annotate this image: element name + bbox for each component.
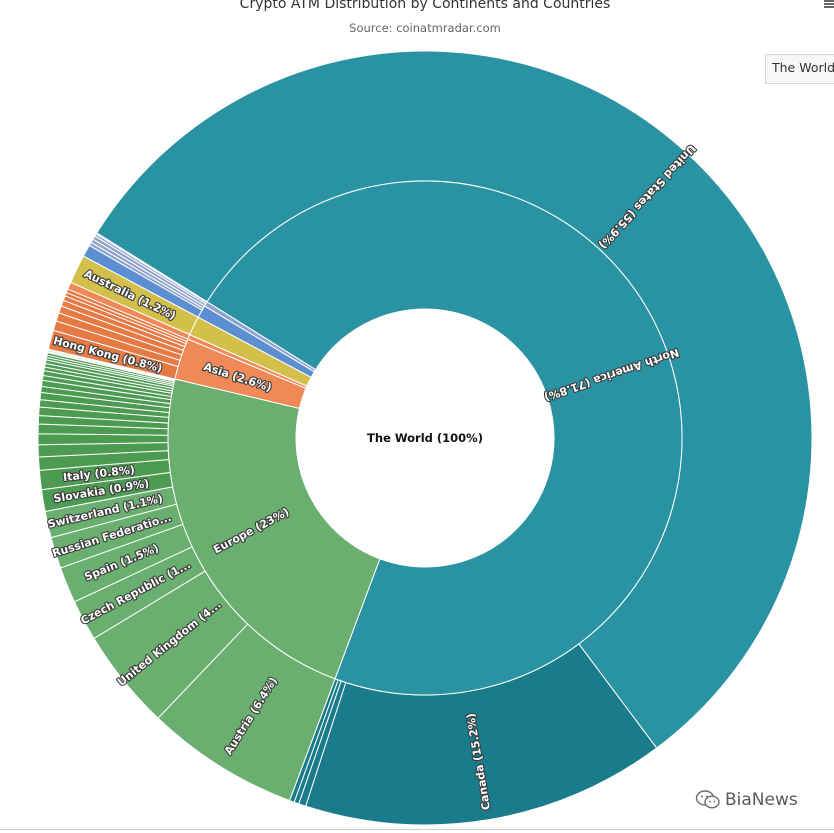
wechat-icon (695, 790, 720, 809)
hamburger-menu-icon[interactable] (824, 0, 834, 8)
root-label: The World (100%) (367, 431, 483, 445)
root-node (296, 309, 554, 567)
continent-ring (167, 180, 683, 696)
breadcrumb-label: The World (772, 60, 834, 75)
watermark: BiaNews (695, 788, 798, 812)
root-the-world[interactable] (296, 309, 554, 567)
country-ring (37, 50, 813, 826)
breadcrumb-button[interactable]: The World (765, 54, 834, 84)
watermark-text: BiaNews (725, 790, 798, 810)
bottom-divider (0, 829, 834, 830)
chart-subtitle: Source: coinatmradar.com (349, 21, 501, 35)
chart-title: Crypto ATM Distribution by Continents an… (239, 0, 611, 12)
